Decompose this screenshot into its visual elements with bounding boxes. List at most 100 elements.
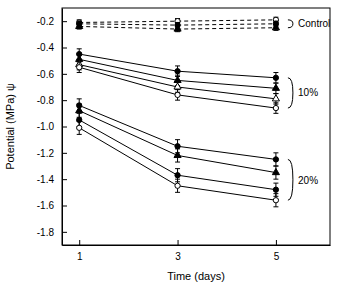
series-line xyxy=(79,111,276,173)
error-bar xyxy=(273,73,278,84)
y-tick: -0.6 xyxy=(37,69,67,80)
error-bar-cap xyxy=(77,104,82,105)
point xyxy=(273,198,278,203)
error-bar-cap xyxy=(175,148,180,149)
y-tick-mark xyxy=(62,48,67,49)
point xyxy=(174,25,181,31)
error-bar xyxy=(273,153,278,166)
error-bar-cap xyxy=(77,61,82,62)
y-tick-label: -1.2 xyxy=(37,148,55,159)
error-bar xyxy=(175,90,180,101)
data-layer xyxy=(76,17,280,207)
group-bracket xyxy=(288,78,293,108)
x-tick-label: 5 xyxy=(274,251,280,262)
x-tick-mark xyxy=(276,240,277,245)
annotation: 10% xyxy=(298,87,318,98)
y-tick: -1.2 xyxy=(37,148,67,159)
error-bar-cap xyxy=(273,102,278,103)
y-tick-mark xyxy=(62,100,67,101)
point xyxy=(175,183,180,188)
error-bar xyxy=(175,66,180,77)
point xyxy=(175,173,180,178)
y-tick: -1.4 xyxy=(37,174,67,185)
error-bar xyxy=(273,103,278,114)
y-tick-label: -0.2 xyxy=(37,16,55,27)
error-bar xyxy=(273,194,278,207)
y-tick-mark xyxy=(62,127,67,128)
point xyxy=(272,168,279,174)
point xyxy=(175,92,180,97)
y-tick-mark xyxy=(62,153,67,154)
x-axis: 1 3 5 xyxy=(63,240,331,262)
y-tick-label: -1.0 xyxy=(37,121,55,132)
x-tick-label: 1 xyxy=(77,251,83,262)
y-axis: -0.2-0.4-0.6-0.8-1.0-1.2-1.4-1.6-1.8 xyxy=(37,9,67,246)
error-bar-cap xyxy=(273,183,278,184)
point xyxy=(77,125,82,130)
group-bracket xyxy=(288,20,293,28)
y-axis-title: Potential (MPa) ψ xyxy=(4,83,16,170)
error-bar-cap xyxy=(175,65,180,66)
series-line xyxy=(79,59,276,88)
y-tick: -1.8 xyxy=(37,227,67,238)
point xyxy=(273,187,278,192)
series-line xyxy=(79,120,276,190)
plot-frame xyxy=(62,8,330,245)
point xyxy=(272,95,279,101)
error-bar-cap xyxy=(273,152,278,153)
error-bar-cap xyxy=(77,72,82,73)
y-tick-label: -0.8 xyxy=(37,95,55,106)
point xyxy=(273,75,278,80)
point xyxy=(174,83,181,89)
point xyxy=(174,76,181,82)
x-axis-line xyxy=(63,245,331,246)
point xyxy=(76,107,83,113)
y-tick-label: -0.4 xyxy=(37,42,55,53)
x-tick-mark xyxy=(178,240,179,245)
series-line xyxy=(79,67,276,108)
error-bar-cap xyxy=(77,134,82,135)
error-bar-cap xyxy=(175,89,180,90)
error-bar-cap xyxy=(175,139,180,140)
error-bar-cap xyxy=(175,168,180,169)
x-axis-title: Time (days) xyxy=(167,270,225,282)
y-tick-label: -1.4 xyxy=(37,174,55,185)
point xyxy=(174,151,181,157)
y-tick: -0.4 xyxy=(37,42,67,53)
plot: -0.2-0.4-0.6-0.8-1.0-1.2-1.4-1.6-1.8135C… xyxy=(37,8,331,262)
point xyxy=(272,84,279,90)
x-tick: 1 xyxy=(77,240,83,262)
error-bar-cap xyxy=(175,179,180,180)
point xyxy=(76,22,83,28)
point xyxy=(175,144,180,149)
x-tick-mark xyxy=(79,240,80,245)
series-line xyxy=(79,65,276,99)
error-bar-cap xyxy=(273,206,278,207)
y-tick-mark xyxy=(62,232,67,233)
y-tick-label: -1.8 xyxy=(37,227,55,238)
error-bar xyxy=(175,179,180,192)
y-tick: -0.8 xyxy=(37,95,67,106)
point xyxy=(273,157,278,162)
x-tick: 5 xyxy=(274,240,280,262)
y-tick-label: -0.6 xyxy=(37,69,55,80)
error-bar-cap xyxy=(77,113,82,114)
annotation: 20% xyxy=(298,175,318,186)
error-bar-cap xyxy=(273,166,278,167)
error-bar-cap xyxy=(175,100,180,101)
y-tick-mark xyxy=(62,21,67,22)
error-bar-cap xyxy=(273,179,278,180)
error-bar xyxy=(77,62,82,73)
point xyxy=(272,24,279,30)
error-bar-cap xyxy=(175,192,180,193)
y-tick-mark xyxy=(62,206,67,207)
point xyxy=(77,65,82,70)
group-bracket xyxy=(288,159,293,200)
y-tick-mark xyxy=(62,179,67,180)
series-line xyxy=(79,128,276,200)
x-tick: 3 xyxy=(175,240,181,262)
series-line xyxy=(79,105,276,159)
error-bar-cap xyxy=(77,48,82,49)
y-tick: -1.0 xyxy=(37,121,67,132)
error-bar-cap xyxy=(273,72,278,73)
